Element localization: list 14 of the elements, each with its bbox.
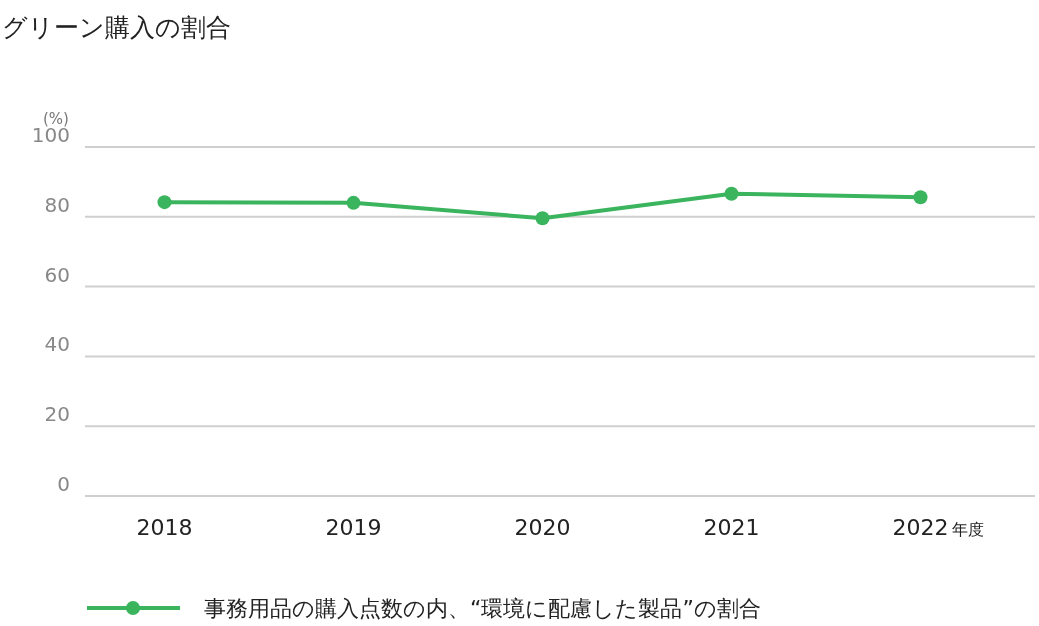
y-tick-label: 40 (44, 332, 70, 357)
x-tick-label: 2018 (136, 515, 193, 540)
y-tick-label: 20 (44, 402, 70, 427)
y-tick-label: 60 (44, 262, 70, 287)
x-tick-label: 2021 (703, 515, 760, 540)
x-axis-title: 年度 (951, 520, 984, 539)
x-tick-label: 2022 (892, 515, 949, 540)
y-tick-label: 80 (44, 192, 70, 217)
chart-title: グリーン購入の割合 (2, 13, 231, 42)
y-tick-label: 0 (57, 472, 70, 496)
y-axis-title: (%) (43, 110, 69, 128)
x-tick-label: 2020 (514, 515, 571, 540)
x-tick-label: 2019 (325, 515, 382, 540)
legend-label: 事務用品の購入点数の内、“環境に配慮した製品”の割合 (204, 596, 761, 621)
